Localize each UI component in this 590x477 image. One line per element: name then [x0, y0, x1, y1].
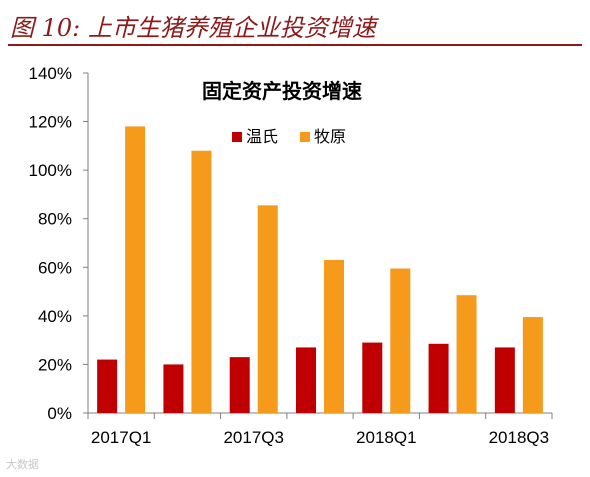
bar-wens-2017Q4	[296, 347, 316, 413]
bar-wens-2017Q3	[229, 357, 250, 413]
bar-muyuan-2017Q1	[125, 126, 146, 413]
y-tick-label: 80%	[38, 210, 72, 229]
bar-muyuan-2017Q3	[257, 205, 278, 413]
bar-wens-2018Q2	[428, 343, 449, 413]
y-tick-label: 100%	[29, 161, 72, 180]
legend-label: 温氏	[246, 127, 278, 146]
legend-swatch-0	[232, 132, 242, 142]
y-tick-label: 60%	[38, 258, 72, 277]
legend-label: 牧原	[314, 127, 346, 146]
y-tick-label: 40%	[38, 307, 72, 326]
bar-wens-2018Q1	[362, 342, 383, 413]
watermark: 大数据	[6, 458, 39, 471]
y-tick-label: 120%	[29, 113, 72, 132]
figure-title: 图 10: 上市生猪养殖企业投资增速	[10, 14, 376, 42]
x-tick-label: 2018Q1	[356, 428, 417, 447]
bar-wens-2017Q1	[97, 359, 118, 413]
bar-muyuan-2018Q3	[522, 317, 543, 413]
bar-muyuan-2018Q2	[456, 295, 477, 413]
y-tick-label: 140%	[29, 64, 72, 83]
bar-muyuan-2017Q4	[324, 260, 344, 413]
x-tick-label: 2018Q3	[489, 428, 550, 447]
chart-title: 固定资产投资增速	[202, 79, 362, 103]
x-tick-label: 2017Q1	[91, 428, 152, 447]
bar-wens-2018Q3	[494, 347, 515, 413]
title-divider	[8, 44, 582, 46]
bar-muyuan-2017Q2	[191, 150, 212, 413]
legend-swatch-1	[300, 132, 310, 142]
x-tick-label: 2017Q3	[223, 428, 284, 447]
y-tick-label: 0%	[47, 404, 72, 423]
y-tick-label: 20%	[38, 355, 72, 374]
bar-wens-2017Q2	[163, 364, 184, 413]
bar-muyuan-2018Q1	[390, 268, 411, 413]
